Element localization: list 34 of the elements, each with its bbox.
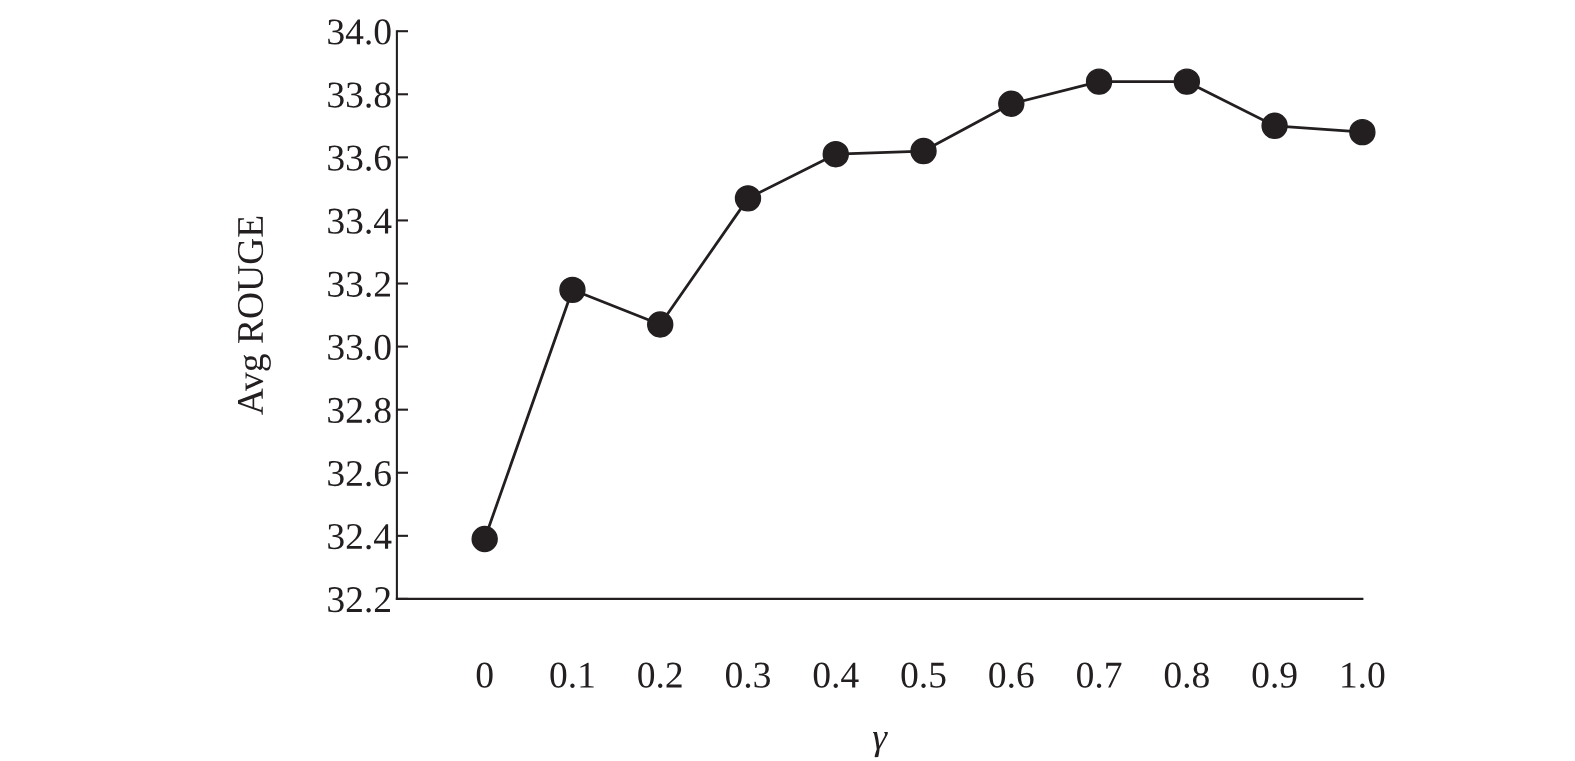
x-tick-label: 0.3 bbox=[725, 662, 770, 688]
y-tick-label: 34.0 bbox=[328, 19, 391, 45]
y-tick-label: 32.4 bbox=[328, 524, 392, 550]
point bbox=[910, 137, 937, 165]
y-tick-label: 32.6 bbox=[328, 460, 391, 487]
y-axis-title: Avg ROUGE bbox=[237, 216, 271, 415]
y-tick-label: 33.8 bbox=[328, 82, 391, 108]
y-tick-label: 32.8 bbox=[328, 397, 391, 424]
x-tick-label: 0.2 bbox=[638, 662, 682, 688]
y-tick-label: 33.6 bbox=[328, 145, 391, 171]
point bbox=[647, 311, 674, 338]
x-tick-label: 0.5 bbox=[901, 662, 946, 688]
x-tick-label: 1.0 bbox=[1342, 662, 1385, 688]
y-tick-label: 32.2 bbox=[328, 587, 390, 613]
x-tick-label: 0.9 bbox=[1252, 662, 1297, 688]
x-axis-title: γ bbox=[872, 732, 888, 758]
y-tick-label: 33.0 bbox=[328, 334, 391, 361]
x-tick-label: 0.6 bbox=[989, 662, 1034, 688]
y-tick-label: 33.4 bbox=[328, 208, 392, 234]
y-tick-label: 33.2 bbox=[328, 271, 390, 298]
point bbox=[1085, 68, 1113, 95]
x-tick-label: 0.4 bbox=[813, 662, 859, 688]
x-tick-label: 0.8 bbox=[1164, 662, 1209, 688]
point bbox=[559, 276, 586, 304]
point bbox=[1349, 118, 1376, 146]
point bbox=[1173, 68, 1201, 95]
x-tick-label: 0.7 bbox=[1077, 662, 1122, 688]
point bbox=[998, 90, 1025, 117]
point bbox=[471, 525, 498, 553]
point bbox=[822, 141, 849, 168]
x-tick-label: 0.1 bbox=[550, 662, 594, 688]
point bbox=[1261, 112, 1288, 140]
x-tick-label: 0 bbox=[476, 662, 493, 688]
point bbox=[734, 185, 762, 212]
